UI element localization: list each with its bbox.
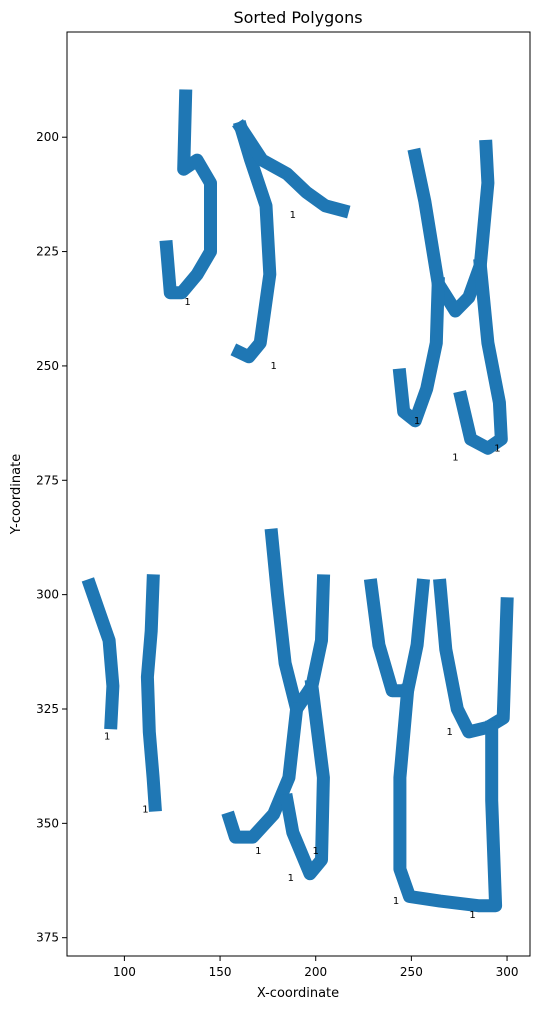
y-tick-label: 300 xyxy=(36,588,59,602)
y-tick-label: 275 xyxy=(36,473,59,487)
polygon-label: 1 xyxy=(255,846,261,857)
polygon-label: 1 xyxy=(313,846,319,857)
x-tick-label: 150 xyxy=(209,965,232,979)
polygon-label: 1 xyxy=(288,873,294,884)
polygon-label: 1 xyxy=(469,910,475,921)
polygon-label-layer: 1 1 1 1 1 1 1 1 1 1 1 1 1 1 xyxy=(104,210,501,921)
plot-frame xyxy=(66,31,531,957)
polygon-label: 1 xyxy=(494,443,500,454)
polygon xyxy=(221,701,304,844)
x-axis-label: X-coordinate xyxy=(257,986,339,1001)
polygon-label: 1 xyxy=(452,452,458,463)
polygon-label: 1 xyxy=(104,731,110,742)
polygon-layer xyxy=(81,89,514,913)
polygon-label: 1 xyxy=(142,805,148,816)
x-axis: 100 150 200 250 300 xyxy=(113,956,519,979)
polygon-label: 1 xyxy=(184,297,190,308)
y-tick-label: 250 xyxy=(36,359,59,373)
y-tick-label: 200 xyxy=(36,130,59,144)
polygon xyxy=(393,683,503,913)
polygon xyxy=(232,119,351,219)
x-tick-label: 300 xyxy=(496,965,519,979)
polygon-label: 1 xyxy=(414,416,420,427)
chart-title: Sorted Polygons xyxy=(233,8,362,27)
polygon xyxy=(81,577,120,730)
polygon xyxy=(159,89,217,300)
polygon-label: 1 xyxy=(290,210,296,221)
y-tick-label: 325 xyxy=(36,702,59,716)
x-tick-label: 200 xyxy=(304,965,327,979)
y-axis: 200 225 250 275 300 325 350 375 xyxy=(36,130,67,945)
y-axis-label: Y-coordinate xyxy=(9,454,24,535)
x-tick-label: 100 xyxy=(113,965,136,979)
polygon xyxy=(433,578,514,739)
polygon-label: 1 xyxy=(270,361,276,372)
x-tick-label: 250 xyxy=(400,965,423,979)
y-tick-label: 350 xyxy=(36,816,59,830)
polygon-label: 1 xyxy=(393,896,399,907)
y-tick-label: 225 xyxy=(36,245,59,259)
y-tick-label: 375 xyxy=(36,931,59,945)
polygon xyxy=(279,678,330,881)
polygon-label: 1 xyxy=(446,727,452,738)
polygon xyxy=(407,139,495,318)
polygon xyxy=(230,120,277,364)
polygon xyxy=(140,574,162,812)
polygon xyxy=(392,276,445,428)
plot-area: 1 1 1 1 1 1 1 1 1 1 1 1 1 1 xyxy=(81,89,514,921)
polygon xyxy=(363,578,430,698)
polygon xyxy=(453,258,508,455)
